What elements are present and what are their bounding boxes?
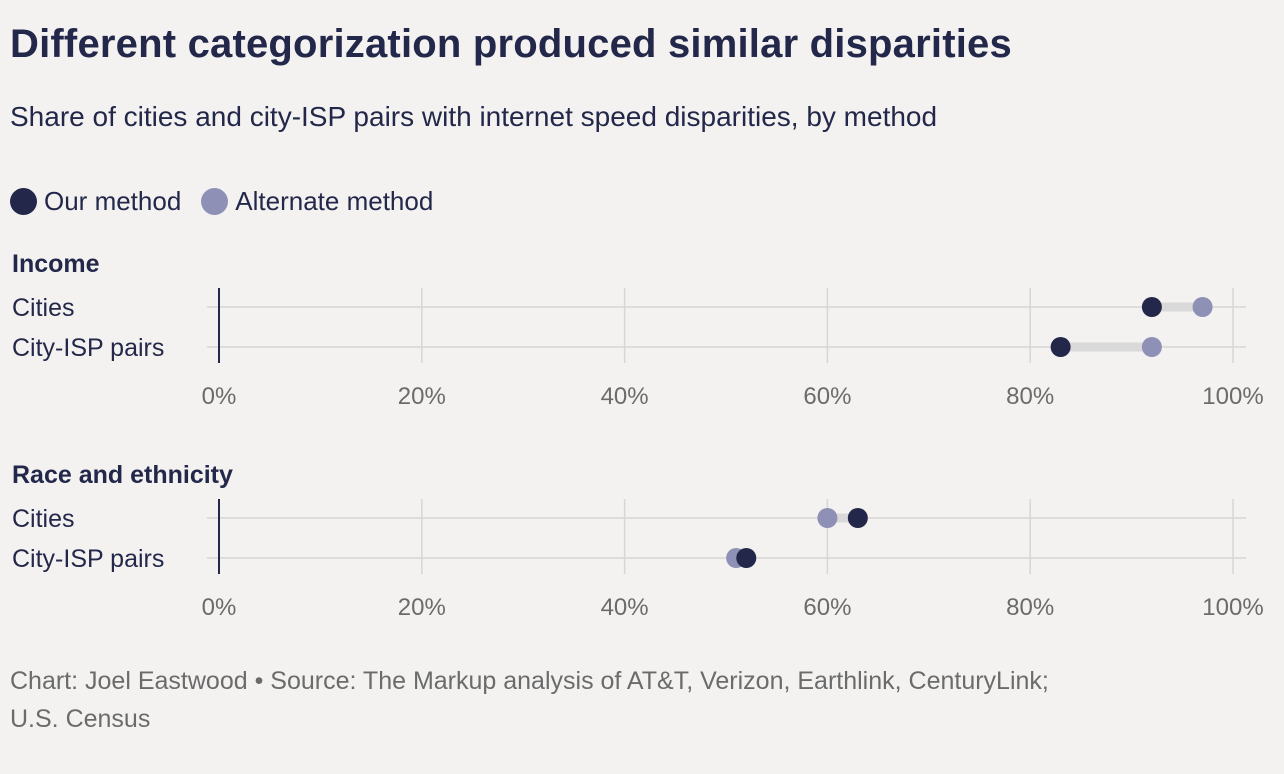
footer-source-line-2: U.S. Census	[10, 705, 151, 733]
row-label: City-ISP pairs	[12, 334, 164, 362]
x-tick-label: 20%	[398, 383, 446, 410]
dot-our-method	[736, 548, 757, 568]
x-tick-label: 40%	[601, 383, 649, 410]
x-tick-label: 100%	[1202, 594, 1263, 621]
x-tick-label: 0%	[202, 594, 237, 621]
chart-footer: Chart: Joel Eastwood • Source: The Marku…	[10, 662, 1270, 738]
panel-title-income: Income	[12, 250, 100, 278]
x-tick-label: 0%	[202, 383, 237, 410]
row-label: Cities	[12, 294, 75, 322]
legend-label-our-method: Our method	[44, 186, 182, 216]
x-tick-label: 60%	[803, 594, 851, 621]
row-label: City-ISP pairs	[12, 545, 164, 573]
chart-race-ethnicity: 0% 20% 40% 60% 80% 100% Cities City-ISP pairs	[12, 499, 1264, 621]
chart-subtitle: Share of cities and city-ISP pairs with …	[10, 101, 938, 132]
legend-swatch-our-method	[10, 188, 37, 215]
legend: Our method Alternate method	[10, 186, 453, 217]
x-tick-label: 80%	[1006, 383, 1054, 410]
dot-alternate-method	[1192, 297, 1213, 317]
legend-swatch-alternate-method	[201, 188, 229, 215]
chart-income: 0% 20% 40% 60% 80% 100% Cities City-ISP pairs	[12, 288, 1264, 410]
x-tick-label: 20%	[398, 594, 446, 621]
x-tick-label: 80%	[1006, 594, 1054, 621]
legend-label-alternate-method: Alternate method	[235, 186, 434, 216]
dot-our-method	[847, 508, 868, 528]
legend-item-alternate-method: Alternate method	[201, 186, 433, 217]
dot-our-method	[1050, 337, 1071, 357]
dot-our-method	[1141, 297, 1162, 317]
dot-alternate-method	[1141, 337, 1162, 357]
x-tick-label: 60%	[803, 383, 851, 410]
footer-source-line: Chart: Joel Eastwood • Source: The Marku…	[10, 667, 1049, 695]
x-tick-label: 100%	[1202, 383, 1263, 410]
panel-race-ethnicity: Race and ethnicity 0% 20% 40% 60% 80% 100% Cit…	[0, 461, 1284, 661]
legend-item-our-method: Our method	[10, 186, 181, 217]
panel-income: Income 0% 20% 40% 60% 80% 100% Cities City-ISP …	[0, 250, 1284, 450]
x-tick-label: 40%	[601, 594, 649, 621]
panel-title-race-ethnicity: Race and ethnicity	[12, 461, 233, 489]
dot-alternate-method	[817, 508, 838, 528]
chart-title: Different categorization produced simila…	[10, 22, 1012, 66]
row-label: Cities	[12, 505, 75, 533]
